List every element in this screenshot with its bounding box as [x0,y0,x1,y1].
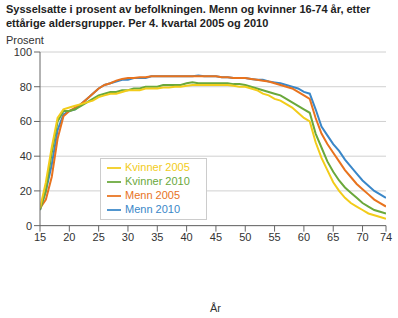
svg-text:60: 60 [20,115,32,127]
svg-text:40: 40 [180,231,192,243]
svg-text:30: 30 [122,231,134,243]
svg-text:60: 60 [298,231,310,243]
svg-text:45: 45 [210,231,222,243]
html-text:Kvinner 2005: Kvinner 2005 [125,161,190,173]
svg-text:65: 65 [327,231,339,243]
svg-text:40: 40 [20,150,32,162]
svg-text:100: 100 [14,46,32,58]
svg-text:25: 25 [93,231,105,243]
html-text:Menn 2005: Menn 2005 [125,189,180,202]
svg-text:80: 80 [20,81,32,93]
svg-text:20: 20 [63,231,75,243]
svg-text:20: 20 [20,185,32,197]
svg-text:70: 70 [356,231,368,243]
svg-text:15: 15 [34,231,46,243]
html-text:Kvinner 2010: Kvinner 2010 [125,175,190,188]
html-text:Menn 2010: Menn 2010 [125,203,180,216]
svg-text:0: 0 [26,220,32,232]
html-text:Prosent: Prosent [6,34,44,46]
html-text:År: År [210,302,221,314]
svg-text:55: 55 [268,231,280,243]
svg-text:74: 74 [380,231,390,243]
svg-text:35: 35 [151,231,163,243]
svg-text:50: 50 [239,231,251,243]
html-text:Sysselsatte i prosent av befol: Sysselsatte i prosent av befolkningen. M… [6,3,371,29]
